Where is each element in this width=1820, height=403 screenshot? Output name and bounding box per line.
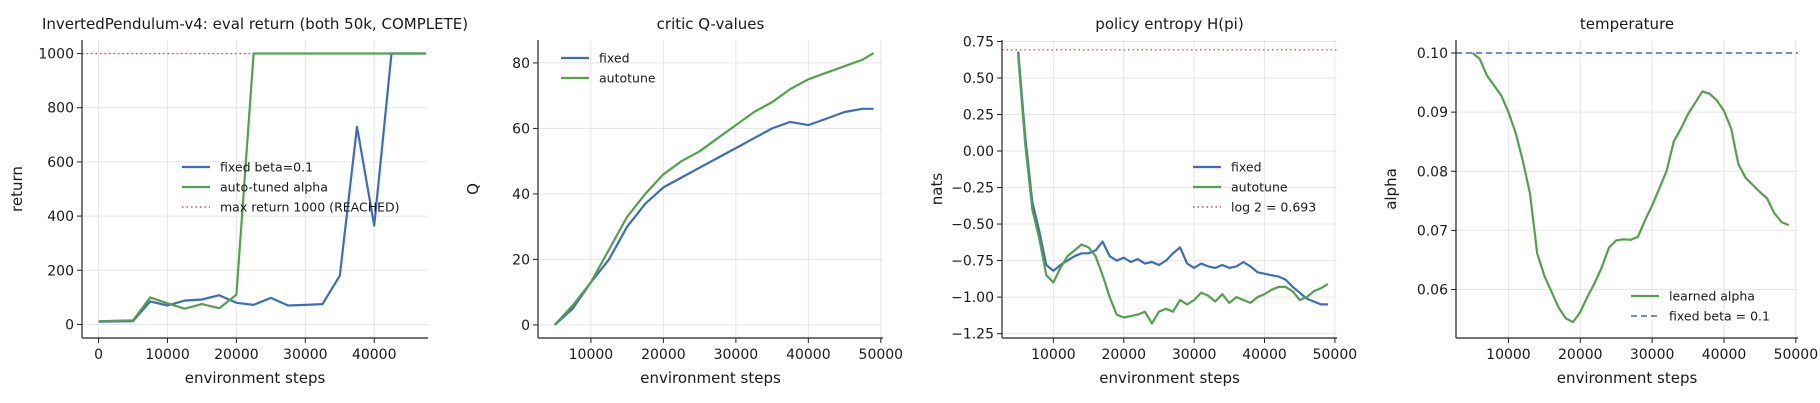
x-tick-label: 30000 <box>714 347 759 363</box>
legend-label: autotune <box>599 71 656 86</box>
y-tick-label: −0.75 <box>951 254 994 270</box>
y-tick-label: 400 <box>47 209 74 225</box>
series-line <box>1017 51 1328 306</box>
x-tick-label: 0 <box>94 347 103 363</box>
x-tick-label: 20000 <box>641 347 686 363</box>
legend-label: max return 1000 (REACHED) <box>220 200 400 215</box>
chart-title: policy entropy H(pi) <box>1095 15 1243 33</box>
legend: fixed autotune <box>561 51 656 86</box>
x-tick-label: 20000 <box>1101 347 1146 363</box>
y-tick-label: 0.75 <box>963 34 994 50</box>
y-tick-label: 0.25 <box>963 108 994 124</box>
x-axis-label: environment steps <box>185 369 326 387</box>
y-tick-label: −0.50 <box>951 217 994 233</box>
legend: fixed beta=0.1 auto-tuned alpha max return… <box>182 160 400 215</box>
x-tick-label: 40000 <box>1242 347 1287 363</box>
x-tick-label: 20000 <box>214 347 259 363</box>
y-tick-label: −0.25 <box>951 181 994 197</box>
y-tick-label: 0.09 <box>1417 105 1448 121</box>
y-tick-label: 0.06 <box>1417 283 1448 299</box>
y-tick-label: 1000 <box>38 47 74 63</box>
x-tick-label: 40000 <box>786 347 831 363</box>
x-tick-label: 10000 <box>569 347 614 363</box>
legend-label: fixed <box>599 51 630 66</box>
chart-title: critic Q-values <box>657 15 765 33</box>
legend: fixed autotune log 2 = 0.693 <box>1193 160 1316 215</box>
y-tick-label: 0.50 <box>963 71 994 87</box>
x-axis-label: environment steps <box>1099 369 1240 387</box>
y-tick-label: 0 <box>65 317 74 333</box>
y-tick-label: −1.00 <box>951 290 994 306</box>
y-axis-label: Q <box>464 183 482 195</box>
legend-label: autotune <box>1231 180 1288 195</box>
y-tick-label: 800 <box>47 101 74 117</box>
series-line <box>553 107 874 326</box>
y-tick-label: 20 <box>512 252 530 268</box>
legend-label: fixed <box>1231 160 1262 175</box>
y-tick-label: 0.07 <box>1417 223 1448 239</box>
y-tick-label: 80 <box>512 56 530 72</box>
x-tick-label: 10000 <box>1031 347 1076 363</box>
y-axis-label: return <box>8 166 26 212</box>
chart-panel-1: 0 10000 20000 30000 40000 0 200 400 600 800 1000 In… <box>8 15 468 387</box>
x-tick-label: 10000 <box>1486 347 1531 363</box>
series-line <box>553 52 875 326</box>
y-tick-label: 200 <box>47 263 74 279</box>
series-line <box>1017 56 1329 325</box>
x-tick-label: 50000 <box>1774 347 1819 363</box>
y-axis-label: alpha <box>1382 168 1400 210</box>
x-tick-label: 50000 <box>1313 347 1358 363</box>
x-tick-label: 10000 <box>145 347 190 363</box>
chart-panel-2: 10000 20000 30000 40000 50000 0 20 40 60 80 critic… <box>464 15 903 387</box>
x-axis-label: environment steps <box>640 369 781 387</box>
series-line <box>1471 52 1790 324</box>
y-tick-label: 60 <box>512 121 530 137</box>
series-line <box>98 52 426 323</box>
legend: learned alpha fixed beta = 0.1 <box>1631 289 1770 324</box>
chart-title: temperature <box>1580 15 1674 33</box>
x-tick-label: 40000 <box>352 347 397 363</box>
legend-label: log 2 = 0.693 <box>1231 200 1316 215</box>
y-tick-label: 0 <box>521 318 530 334</box>
legend-label: fixed beta=0.1 <box>220 160 313 175</box>
legend-label: learned alpha <box>1669 289 1755 304</box>
y-tick-label: −1.25 <box>951 327 994 343</box>
x-tick-label: 30000 <box>1630 347 1675 363</box>
x-tick-label: 30000 <box>1172 347 1217 363</box>
y-tick-label: 40 <box>512 187 530 203</box>
legend-label: auto-tuned alpha <box>220 180 328 195</box>
x-tick-label: 50000 <box>859 347 904 363</box>
y-tick-label: 0.10 <box>1417 46 1448 62</box>
legend-label: fixed beta = 0.1 <box>1669 309 1770 324</box>
chart-panel-3: 10000 20000 30000 40000 50000 −1.25 −1.00 −0.75… <box>928 15 1357 387</box>
x-tick-label: 40000 <box>1702 347 1747 363</box>
x-tick-label: 20000 <box>1558 347 1603 363</box>
y-axis-label: nats <box>928 173 946 206</box>
chart-title: InvertedPendulum-v4: eval return (both 5… <box>42 15 468 33</box>
chart-panel-4: 10000 20000 30000 40000 50000 0.06 0.07 0.08 0.0… <box>1382 15 1818 387</box>
series-line <box>98 52 426 323</box>
x-tick-label: 30000 <box>283 347 328 363</box>
x-axis-label: environment steps <box>1557 369 1698 387</box>
y-tick-label: 600 <box>47 155 74 171</box>
y-tick-label: 0.00 <box>963 144 994 160</box>
y-tick-label: 0.08 <box>1417 164 1448 180</box>
